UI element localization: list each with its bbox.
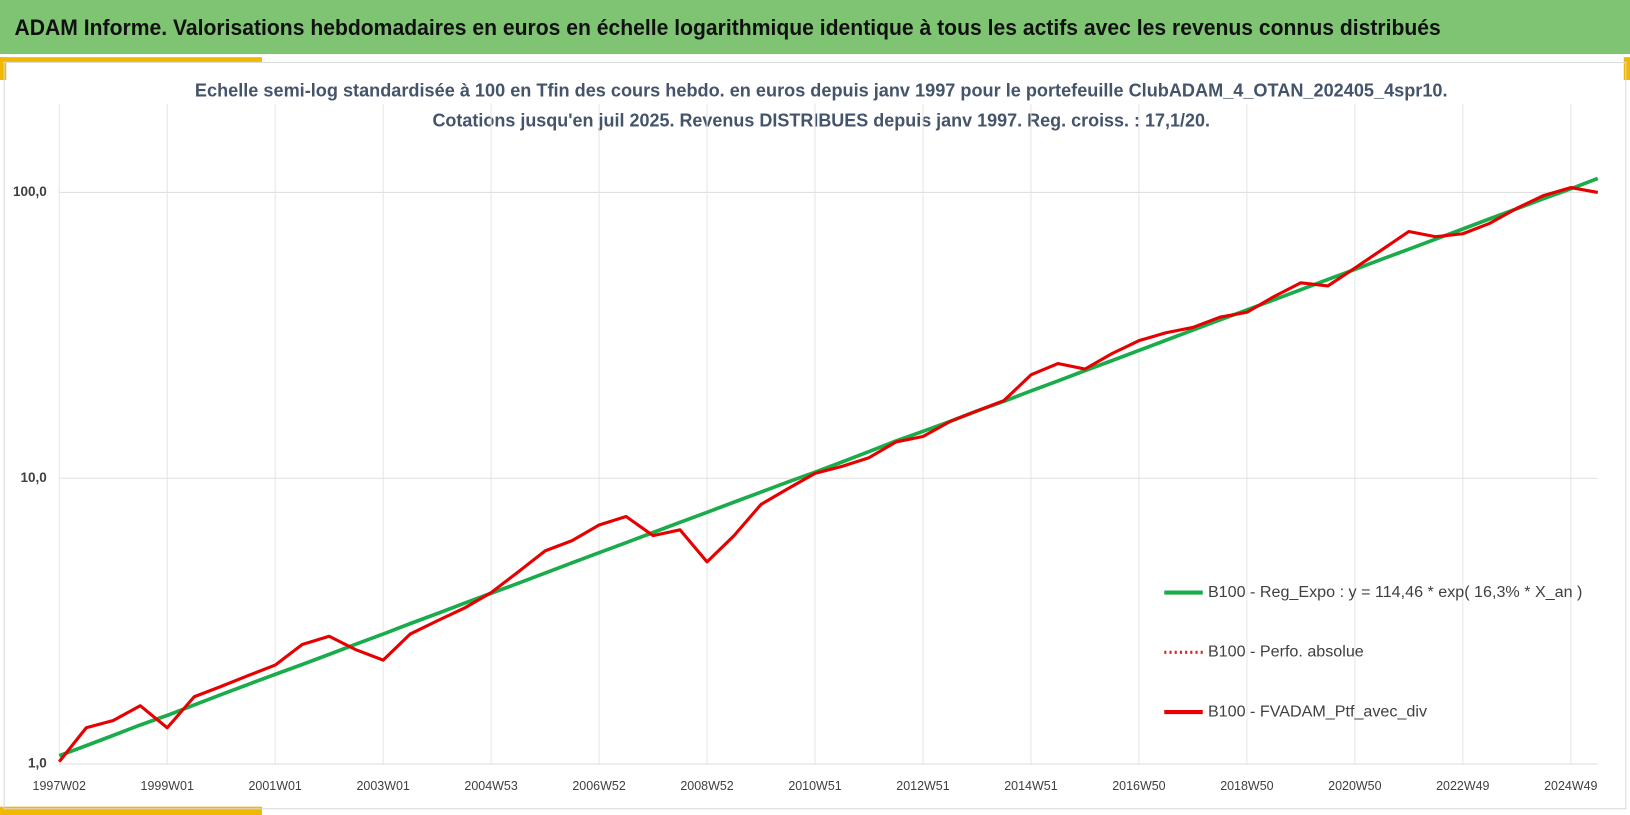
x-tick-label: 2012W51 xyxy=(896,779,949,793)
accent xyxy=(1623,57,1630,81)
y-tick-label: 10,0 xyxy=(20,470,46,485)
series-line xyxy=(58,186,1599,763)
x-tick-label: 2001W01 xyxy=(248,779,301,793)
legend-label: B100 - Reg_Expo : y = 114,46 * exp( 16,3… xyxy=(1208,583,1582,601)
subtitle: Echelle semi-log standardisée à 100 en T… xyxy=(195,80,1448,100)
legend-label: B100 - FVADAM_Ptf_avec_div xyxy=(1208,702,1427,720)
accent xyxy=(0,806,262,815)
x-tick-label: 2008W52 xyxy=(680,779,733,793)
x-tick-label: 2004W53 xyxy=(464,779,517,793)
x-tick-label: 2003W01 xyxy=(356,779,409,793)
accent xyxy=(0,57,262,63)
subtitle: Cotations jusqu'en juil 2025. Revenus DI… xyxy=(432,110,1210,130)
x-tick-label: 2016W50 xyxy=(1112,779,1165,793)
series-line xyxy=(58,176,1599,758)
x-tick-label: 1999W01 xyxy=(141,779,194,793)
x-tick-label: 2022W49 xyxy=(1436,779,1489,793)
y-tick-label: 1,0 xyxy=(28,756,47,771)
x-tick-label: 2006W52 xyxy=(572,779,625,793)
x-tick-label: 2024W49 xyxy=(1544,779,1597,793)
x-tick-label: 2010W51 xyxy=(788,779,841,793)
x-tick-label: 2014W51 xyxy=(1004,779,1057,793)
legend-label: B100 - Perfo. absolue xyxy=(1208,643,1364,661)
accent xyxy=(0,57,7,81)
x-tick-label: 1997W02 xyxy=(33,779,86,793)
x-tick-label: 2018W50 xyxy=(1220,779,1273,793)
header-bar xyxy=(0,0,1630,55)
chart-title: ADAM Informe. Valorisations hebdomadaire… xyxy=(15,15,1441,40)
x-tick-label: 2020W50 xyxy=(1328,779,1381,793)
y-tick-label: 100,0 xyxy=(13,184,47,199)
chart-border xyxy=(3,61,1627,810)
